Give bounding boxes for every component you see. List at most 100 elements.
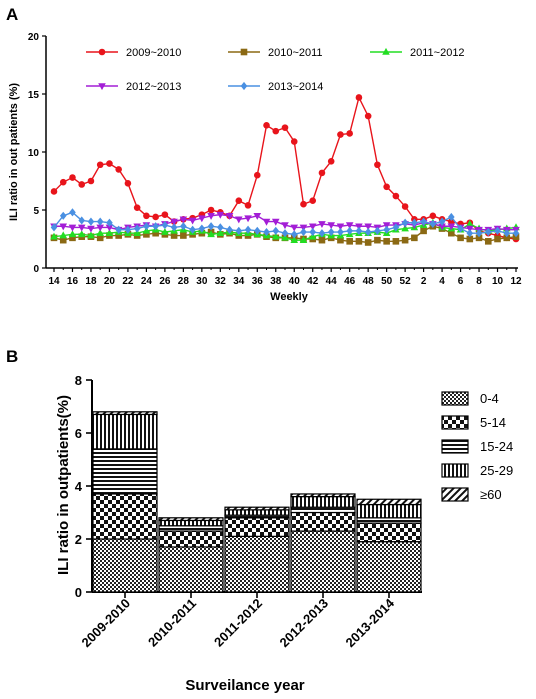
data-point-2013-2014 (494, 226, 501, 235)
data-point-2010-2011 (374, 236, 381, 244)
data-point-2013-2014 (383, 225, 390, 234)
data-point-2010-2011 (448, 229, 455, 237)
data-point-2010-2011 (401, 236, 409, 244)
bar-segment-0-4-2013-2014 (356, 541, 422, 593)
series-line-2009-2010 (53, 95, 517, 240)
data-point-2010-2011 (484, 238, 492, 245)
panel-b-y-tick-label: 0 (75, 585, 82, 600)
panel-a-x-axis-title: Weekly (270, 291, 309, 303)
data-point-2011-2012 (207, 230, 215, 238)
data-point-2011-2012 (216, 229, 225, 236)
bar-segment-60-2011-2012 (224, 506, 290, 511)
data-point-2009-2010 (253, 171, 261, 179)
data-point-2012-2013 (59, 223, 68, 231)
bar-segment-0-4-2009-2010 (92, 538, 158, 593)
data-point-2010-2011 (411, 234, 418, 242)
bar-segment-60-2009-2010 (92, 411, 158, 416)
data-point-2009-2010 (383, 183, 390, 191)
data-point-2013-2014 (78, 216, 86, 225)
legend-item-5-14: 5-14 (441, 415, 506, 430)
panel-b-x-tick-label: 2012-2013 (277, 596, 332, 651)
data-point-2013-2014 (411, 218, 418, 227)
data-point-2013-2014 (189, 225, 196, 234)
panel-a-x-tick-label: 20 (104, 276, 116, 287)
data-point-2011-2012 (59, 231, 68, 239)
data-point-2009-2010 (401, 203, 409, 210)
panel-a-x-tick-label: 6 (458, 276, 464, 287)
data-point-2009-2010 (327, 157, 335, 165)
data-point-2010-2011 (69, 234, 76, 242)
panel-a-x-tick-label: 22 (122, 276, 134, 287)
panel-a-series-group (50, 94, 520, 246)
bar-segment-5-14-2010-2011 (158, 530, 224, 548)
data-point-2012-2013 (336, 223, 345, 231)
data-point-2011-2012 (466, 219, 474, 227)
legend-label-5-14: 5-14 (480, 415, 506, 430)
data-point-2012-2013 (262, 218, 271, 226)
data-point-2013-2014 (364, 227, 372, 237)
legend-item-0-4: 0-4 (441, 391, 499, 406)
panel-a-x-tick-label: 44 (326, 276, 338, 287)
data-point-2010-2011 (466, 235, 474, 243)
panel-a-x-tick-label: 30 (196, 276, 208, 287)
panel-a-x-tick-label: 24 (141, 276, 153, 287)
bar-segment-25-29-2012-2013 (290, 496, 356, 508)
data-point-2013-2014 (318, 229, 326, 238)
data-point-2011-2012 (271, 232, 280, 240)
data-point-2012-2013 (364, 223, 372, 231)
bar-segment-25-29-2010-2011 (158, 519, 224, 527)
stacked-bar-2012-2013 (290, 493, 356, 593)
legend-item-2013-2014: 2013~2014 (228, 81, 323, 93)
legend-item-2011-2012: 2011~2012 (370, 47, 465, 59)
data-point-2013-2014 (346, 226, 353, 235)
panel-b-bars-group (92, 411, 422, 593)
panel-a-x-tick-label: 14 (48, 276, 60, 287)
data-point-2013-2014 (392, 223, 400, 232)
data-point-2012-2013 (345, 222, 354, 230)
panel-a-x-tick-label: 42 (307, 276, 319, 287)
panel-a-x-tick-label: 52 (400, 276, 412, 287)
stacked-bar-2013-2014 (356, 498, 422, 593)
data-point-2013-2014 (217, 223, 224, 232)
data-point-2010-2011 (364, 239, 372, 246)
data-point-2009-2010 (161, 211, 169, 218)
data-point-2013-2014 (503, 229, 511, 238)
data-point-2009-2010 (374, 161, 381, 169)
bar-segment-0-4-2011-2012 (224, 535, 290, 593)
panel-b-x-tick-label: 2013-2014 (343, 595, 398, 650)
data-point-2011-2012 (105, 229, 114, 236)
data-point-2009-2010 (50, 188, 58, 195)
data-point-2010-2011 (503, 234, 511, 242)
panel-b-x-tick-label: 2009-2010 (79, 596, 134, 651)
panel-b-x-tick-label: 2010-2011 (145, 596, 199, 650)
bar-segment-15-24-2010-2011 (158, 525, 224, 532)
panel-a-x-tick-label: 10 (492, 276, 504, 287)
data-point-2013-2014 (401, 218, 409, 227)
data-point-2013-2014 (244, 225, 252, 234)
data-point-2009-2010 (309, 197, 317, 205)
data-point-2013-2014 (374, 226, 381, 235)
data-point-2013-2014 (475, 229, 483, 238)
data-point-2012-2013 (290, 224, 299, 232)
data-point-2011-2012 (87, 231, 95, 239)
panel-a-x-tick-label: 18 (85, 276, 97, 287)
data-point-2009-2010 (152, 213, 159, 221)
panel-a-x-tick-label: 34 (233, 276, 245, 287)
data-point-2013-2014 (170, 223, 178, 232)
legend-item-2009-2010: 2009~2010 (86, 47, 181, 59)
data-point-2013-2014 (180, 222, 187, 231)
data-point-2013-2014 (429, 219, 437, 229)
legend-item-25-29: 25-29 (441, 463, 513, 478)
data-point-2010-2011 (457, 234, 464, 242)
panel-b: B ILI ratio in outpatients(%) Surveilanc… (6, 347, 513, 694)
data-point-2013-2014 (235, 226, 243, 235)
panel-a-y-tick-label: 0 (33, 264, 39, 275)
bar-segment-60-2012-2013 (290, 493, 356, 498)
data-point-2010-2011 (115, 232, 122, 239)
data-point-2011-2012 (77, 230, 86, 238)
data-point-2012-2013 (253, 213, 262, 220)
legend-swatch-5-14 (441, 415, 469, 430)
data-point-2013-2014 (59, 211, 67, 220)
bar-segment-60-2013-2014 (356, 498, 422, 506)
